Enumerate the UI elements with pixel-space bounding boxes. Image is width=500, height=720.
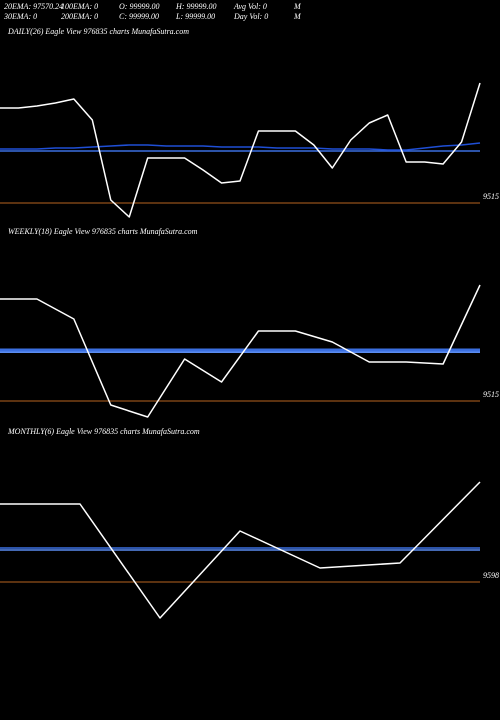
stat: Avg Vol: 0 [234,2,267,11]
stat: M [294,2,301,11]
stat: Day Vol: 0 [234,12,269,21]
stat: 200EMA: 0 [61,12,99,21]
stat: 100EMA: 0 [61,2,99,11]
price-line [0,82,481,218]
header-row: 30EMA: 0 200EMA: 0 C: 99999.00 L: 99999.00 D… [4,12,301,22]
stat: 30EMA: 0 [4,12,38,21]
stat: C: 99999.00 [119,12,159,21]
price-line [0,284,481,418]
reference-label: 9598 [483,571,499,580]
reference-label: 9515 [483,390,499,399]
panel-title: DAILY(26) Eagle View 976835 charts Munaf… [7,27,189,36]
ema-line [0,142,481,151]
stat: L: 99999.00 [176,12,216,21]
stat: M [294,12,301,21]
header-row: 20EMA: 97570.24 100EMA: 0 O: 99999.00 H: 99… [4,2,301,12]
stat: O: 99999.00 [119,2,160,11]
panel-title: MONTHLY(6) Eagle View 976835 charts Muna… [7,427,200,436]
header: 20EMA: 97570.24 100EMA: 0 O: 99999.00 H: 99… [4,2,301,22]
reference-label: 9515 [483,192,499,201]
price-line [0,481,481,619]
panel-title: WEEKLY(18) Eagle View 976835 charts Muna… [8,227,198,236]
stat: 20EMA: 97570.24 [4,2,64,11]
stat: H: 99999.00 [176,2,217,11]
